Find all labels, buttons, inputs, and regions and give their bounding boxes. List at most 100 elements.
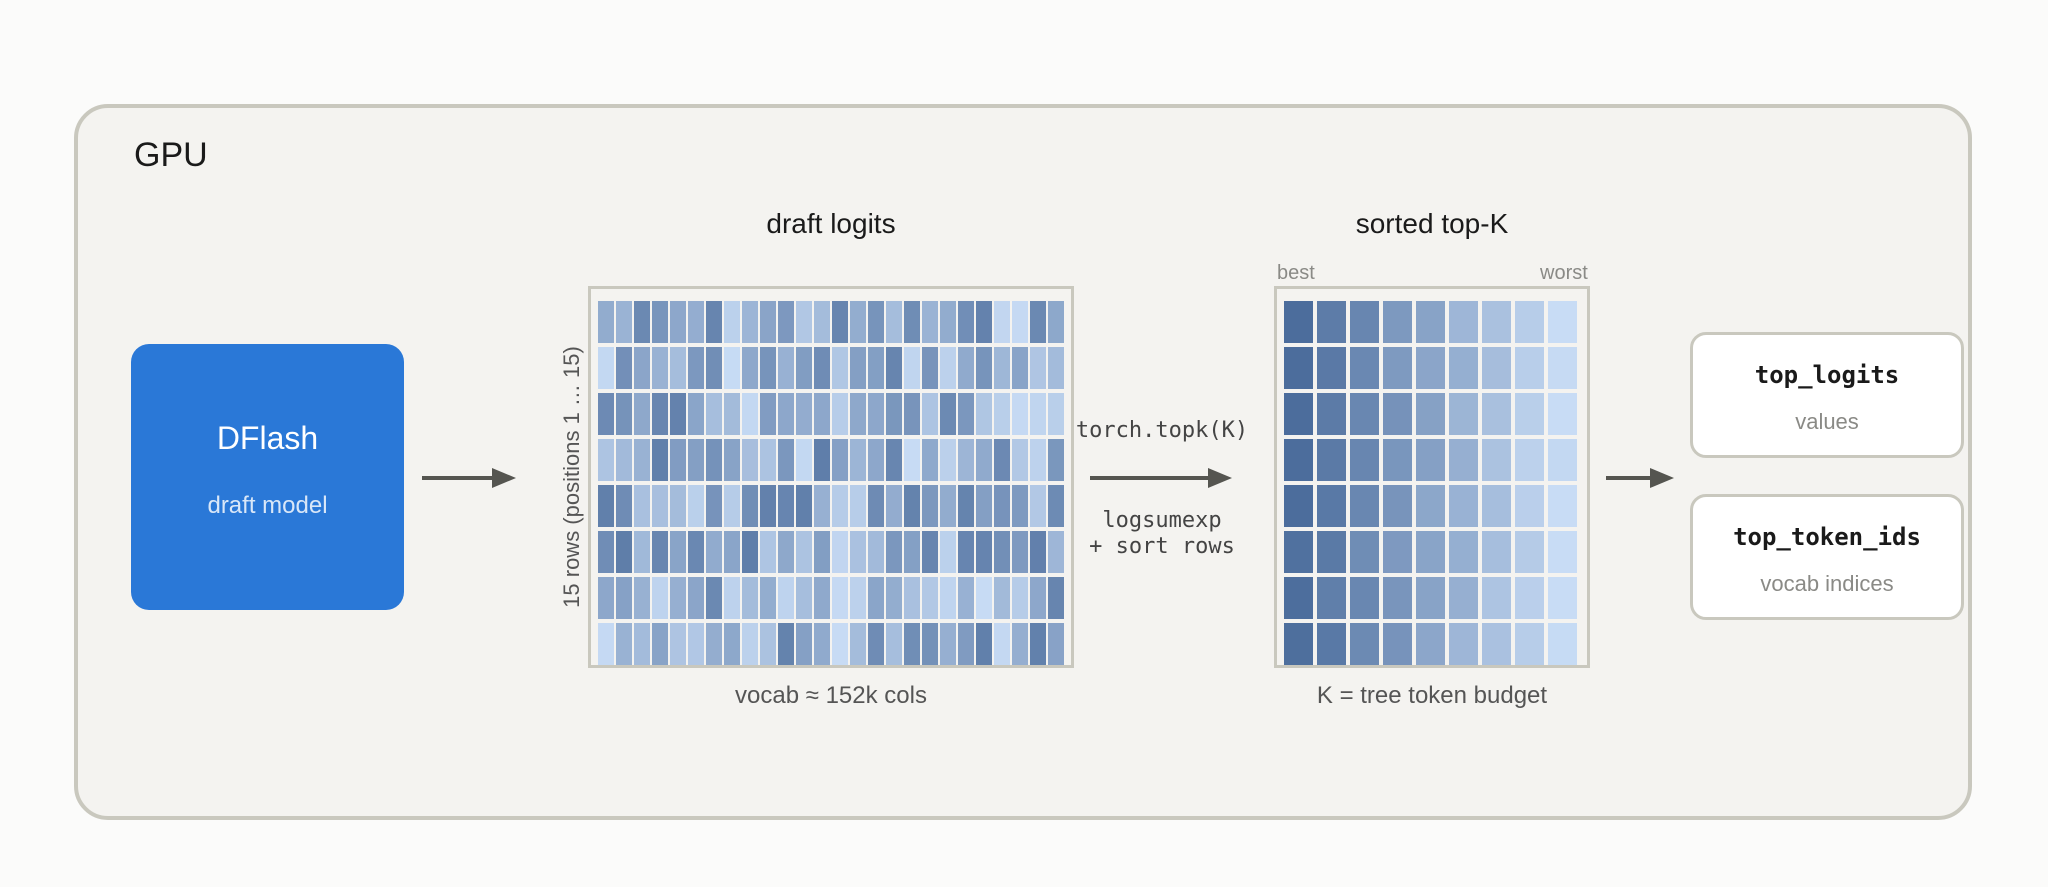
topk-cell	[1449, 577, 1478, 619]
logit-cell	[688, 347, 704, 389]
logit-cell	[688, 485, 704, 527]
logit-cell	[814, 485, 830, 527]
logit-cell	[778, 577, 794, 619]
topk-cell	[1317, 301, 1346, 343]
topk-cell	[1416, 485, 1445, 527]
logit-cell	[1048, 347, 1064, 389]
topk-cell	[1548, 301, 1577, 343]
top-logits-box[interactable]: top_logits values	[1690, 332, 1964, 458]
topk-cell	[1317, 577, 1346, 619]
logit-cell	[832, 577, 848, 619]
logit-cell	[994, 531, 1010, 573]
logit-cell	[724, 531, 740, 573]
logit-cell	[868, 347, 884, 389]
logit-cell	[796, 531, 812, 573]
tree-budget-caption: K = tree token budget	[1316, 682, 1548, 709]
logit-cell	[634, 301, 650, 343]
sorted-topk-matrix	[1274, 286, 1590, 668]
logit-cell	[760, 623, 776, 665]
logit-cell	[616, 347, 632, 389]
logit-cell	[706, 531, 722, 573]
top-token-ids-box[interactable]: top_token_ids vocab indices	[1690, 494, 1964, 620]
topk-cell	[1383, 485, 1412, 527]
topk-cell	[1548, 439, 1577, 481]
topk-cell	[1350, 439, 1379, 481]
logit-cell	[886, 531, 902, 573]
logit-cell	[850, 577, 866, 619]
logit-cell	[850, 531, 866, 573]
topk-cell	[1449, 439, 1478, 481]
logit-cell	[850, 301, 866, 343]
logit-cell	[652, 393, 668, 435]
top-token-ids-subtitle: vocab indices	[1760, 571, 1894, 596]
topk-cell	[1515, 577, 1544, 619]
logit-cell	[922, 623, 938, 665]
logit-cell	[706, 485, 722, 527]
logit-cell	[634, 623, 650, 665]
logit-cell	[1048, 577, 1064, 619]
logit-cell	[976, 623, 992, 665]
dflash-node[interactable]: DFlash draft model	[131, 344, 404, 610]
topk-cell	[1449, 623, 1478, 665]
topk-cell	[1416, 301, 1445, 343]
worst-label: worst	[1540, 262, 1588, 284]
topk-cell	[1383, 531, 1412, 573]
logit-cell	[652, 347, 668, 389]
logit-cell	[760, 301, 776, 343]
logit-cell	[760, 577, 776, 619]
logit-cell	[940, 393, 956, 435]
logit-cell	[724, 577, 740, 619]
arrow-dflash-to-logits	[422, 468, 516, 488]
logit-cell	[994, 347, 1010, 389]
logit-cell	[868, 577, 884, 619]
logit-cell	[670, 531, 686, 573]
logit-cell	[994, 623, 1010, 665]
logit-cell	[868, 301, 884, 343]
logit-cell	[958, 623, 974, 665]
logit-cell	[922, 531, 938, 573]
logit-cell	[742, 301, 758, 343]
logit-cell	[994, 439, 1010, 481]
topk-cell	[1449, 393, 1478, 435]
logit-cell	[1030, 485, 1046, 527]
logit-cell	[1012, 531, 1028, 573]
logit-cell	[814, 301, 830, 343]
logit-cell	[796, 623, 812, 665]
topk-cell	[1482, 393, 1511, 435]
logit-cell	[940, 301, 956, 343]
logit-cell	[832, 393, 848, 435]
logit-cell	[670, 393, 686, 435]
topk-cell	[1350, 393, 1379, 435]
logit-cell	[652, 577, 668, 619]
logit-cell	[1030, 531, 1046, 573]
logit-cell	[688, 531, 704, 573]
dflash-title: DFlash	[216, 420, 319, 456]
logit-cell	[868, 531, 884, 573]
logit-cell	[886, 393, 902, 435]
logit-cell	[1048, 485, 1064, 527]
topk-note-line1: logsumexp	[1102, 508, 1222, 533]
logit-cell	[976, 439, 992, 481]
logit-cell	[796, 301, 812, 343]
topk-cell	[1548, 485, 1577, 527]
best-label: best	[1277, 262, 1315, 284]
logit-cell	[868, 623, 884, 665]
top-logits-subtitle: values	[1795, 409, 1859, 434]
topk-cell	[1449, 485, 1478, 527]
topk-cell	[1284, 531, 1313, 573]
logit-cell	[922, 301, 938, 343]
topk-note-line2: + sort rows	[1089, 534, 1235, 559]
logit-cell	[1030, 439, 1046, 481]
arrow-logits-to-topk	[1090, 468, 1232, 488]
logit-cell	[670, 623, 686, 665]
topk-cell	[1548, 577, 1577, 619]
logit-cell	[1048, 531, 1064, 573]
dflash-subtitle: draft model	[207, 492, 328, 519]
logit-cell	[1012, 485, 1028, 527]
logit-cell	[706, 577, 722, 619]
logit-cell	[598, 485, 614, 527]
logit-cell	[994, 485, 1010, 527]
logit-cell	[940, 439, 956, 481]
logit-cell	[778, 623, 794, 665]
topk-cell	[1515, 301, 1544, 343]
